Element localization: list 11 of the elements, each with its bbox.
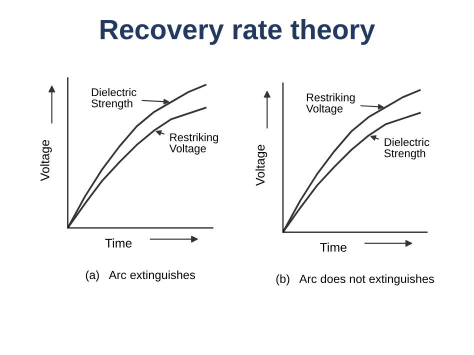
x-axis-title: Time [320, 242, 347, 252]
chart-title: Recovery rate theory [100, 19, 376, 45]
text: (b) Arc does not extinguishes [276, 274, 434, 286]
series-label: Dielectric Strength [91, 88, 136, 110]
legend-label: Dielectric Strength [384, 138, 430, 160]
series-label: Restriking Voltage [306, 93, 355, 115]
x-axis-title: Time [105, 238, 132, 248]
y-axis-title: Voltage [40, 140, 52, 182]
y-axis-title: Voltage [255, 144, 268, 186]
legend-label: Restriking Voltage [169, 133, 218, 155]
text: (a) Arc extinguishes [86, 270, 195, 282]
